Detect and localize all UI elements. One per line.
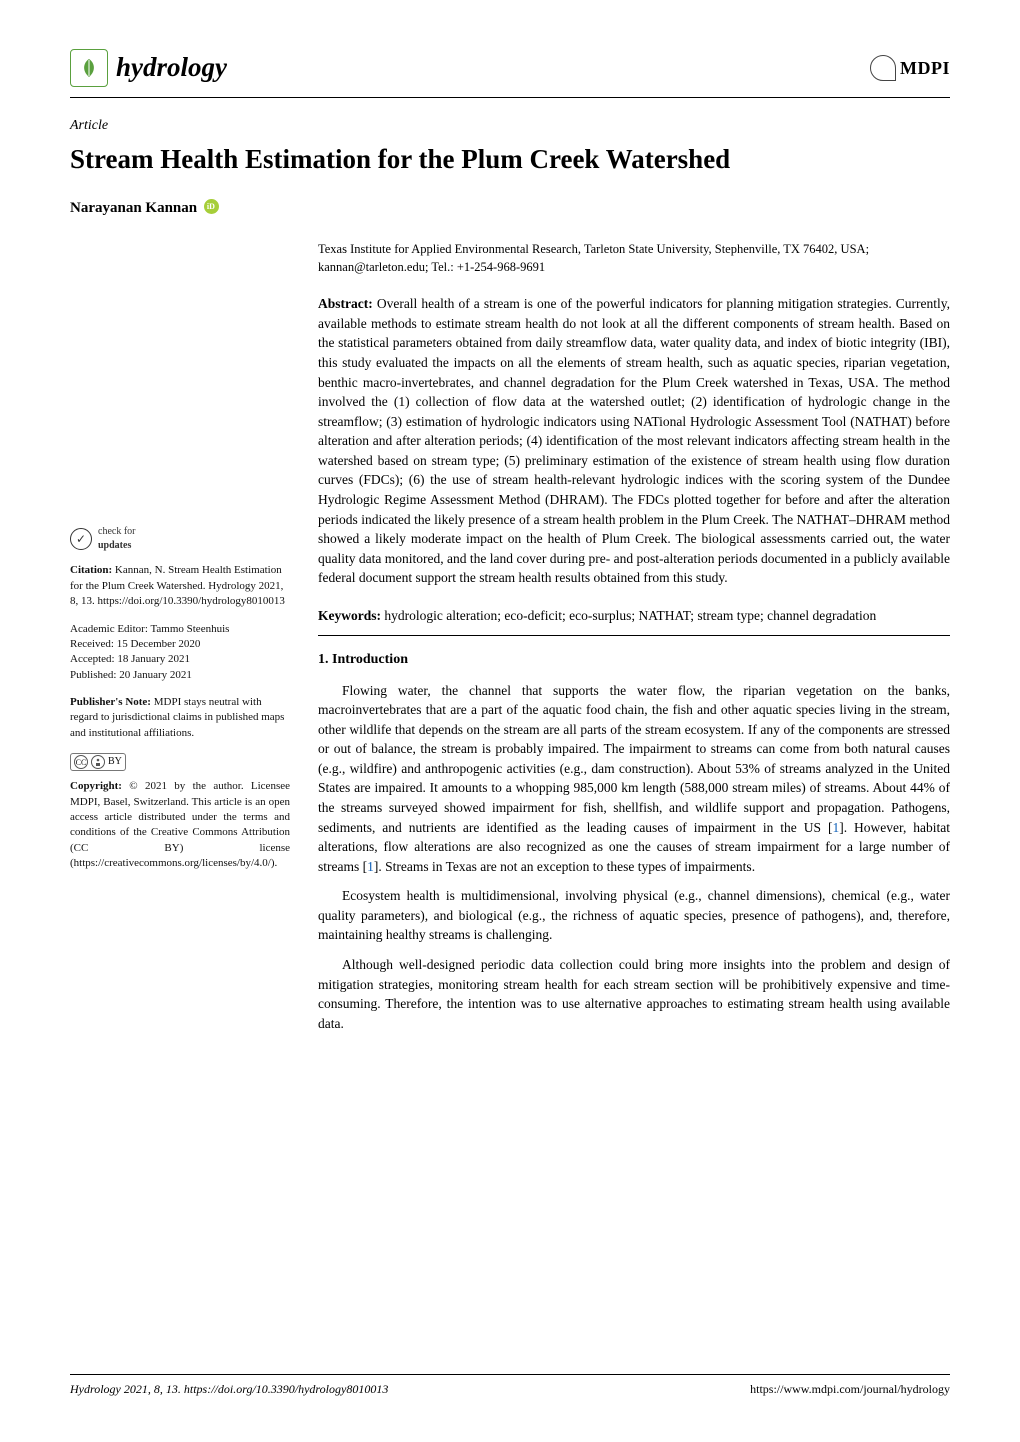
check-for-updates-badge[interactable]: ✓ check for updates	[70, 525, 290, 553]
cc-badge-icon: CC BY	[70, 753, 126, 771]
keywords-block: Keywords: hydrologic alteration; eco-def…	[318, 606, 950, 626]
author-name: Narayanan Kannan	[70, 200, 197, 216]
check-updates-line1: check for	[98, 526, 135, 537]
intro-para-3: Although well-designed periodic data col…	[318, 955, 950, 1033]
keywords-text: hydrologic alteration; eco-deficit; eco-…	[384, 608, 876, 623]
citation-label: Citation:	[70, 564, 112, 576]
sidebar: ✓ check for updates Citation: Kannan, N.…	[70, 241, 290, 1043]
page-footer: Hydrology 2021, 8, 13. https://doi.org/1…	[70, 1374, 950, 1398]
journal-logo: hydrology	[70, 48, 227, 87]
leaf-icon	[70, 49, 108, 87]
article-type: Article	[70, 116, 950, 136]
section-1-head: 1. Introduction	[318, 650, 950, 670]
mdpi-logo: MDPI	[870, 55, 950, 81]
intro-para-1: Flowing water, the channel that supports…	[318, 681, 950, 877]
abstract-label: Abstract:	[318, 296, 373, 311]
cc-license-badge[interactable]: CC BY	[70, 753, 290, 771]
pubnote-label: Publisher's Note:	[70, 696, 151, 708]
journal-name: hydrology	[116, 48, 227, 87]
affiliation-block: Texas Institute for Applied Environmenta…	[318, 241, 950, 276]
publishers-note-block: Publisher's Note: MDPI stays neutral wit…	[70, 695, 290, 741]
received-date: 15 December 2020	[117, 638, 201, 650]
footer-left: Hydrology 2021, 8, 13. https://doi.org/1…	[70, 1381, 388, 1398]
header-row: hydrology MDPI	[70, 48, 950, 87]
copyright-label: Copyright:	[70, 780, 122, 792]
author-line: Narayanan Kannan	[70, 198, 950, 220]
citation-block: Citation: Kannan, N. Stream Health Estim…	[70, 563, 290, 609]
article-title: Stream Health Estimation for the Plum Cr…	[70, 140, 950, 179]
abstract-text: Overall health of a stream is one of the…	[318, 296, 950, 585]
received-label: Received:	[70, 638, 117, 650]
keywords-label: Keywords:	[318, 608, 381, 623]
accepted-label: Accepted:	[70, 653, 117, 665]
footer-right: https://www.mdpi.com/journal/hydrology	[750, 1381, 950, 1398]
keywords-rule	[318, 635, 950, 636]
editor-name: Tammo Steenhuis	[150, 623, 229, 635]
check-updates-line2: updates	[98, 540, 131, 551]
accepted-date: 18 January 2021	[117, 653, 190, 665]
by-text: BY	[108, 755, 122, 769]
editor-label: Academic Editor:	[70, 623, 150, 635]
check-icon: ✓	[70, 528, 92, 550]
ref-link-1b[interactable]: 1	[367, 859, 374, 874]
abstract-block: Abstract: Overall health of a stream is …	[318, 294, 950, 587]
publisher-name: MDPI	[900, 55, 950, 81]
history-block: Academic Editor: Tammo Steenhuis Receive…	[70, 622, 290, 684]
orcid-icon[interactable]	[204, 199, 219, 214]
cc-icon: CC	[74, 755, 88, 769]
published-date: 20 January 2021	[119, 669, 192, 681]
published-label: Published:	[70, 669, 119, 681]
copyright-text: © 2021 by the author. Licensee MDPI, Bas…	[70, 780, 290, 869]
mdpi-mark-icon	[870, 55, 896, 81]
by-icon	[91, 755, 105, 769]
main-content: Texas Institute for Applied Environmenta…	[318, 241, 950, 1043]
header-rule	[70, 97, 950, 98]
intro-para-2: Ecosystem health is multidimensional, in…	[318, 886, 950, 945]
copyright-block: Copyright: © 2021 by the author. License…	[70, 779, 290, 871]
